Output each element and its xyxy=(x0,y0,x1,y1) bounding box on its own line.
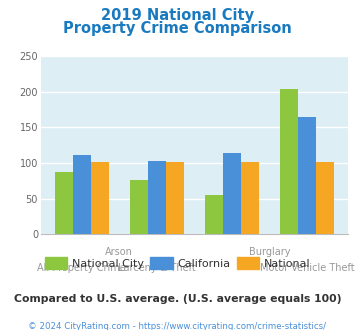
Bar xyxy=(148,161,166,234)
Bar xyxy=(205,195,223,234)
Text: 2019 National City: 2019 National City xyxy=(101,8,254,23)
Text: © 2024 CityRating.com - https://www.cityrating.com/crime-statistics/: © 2024 CityRating.com - https://www.city… xyxy=(28,322,327,330)
Bar xyxy=(298,117,316,234)
Text: Compared to U.S. average. (U.S. average equals 100): Compared to U.S. average. (U.S. average … xyxy=(14,294,341,304)
Bar xyxy=(241,162,259,234)
Text: Arson: Arson xyxy=(105,247,133,257)
Bar xyxy=(166,162,184,234)
Bar xyxy=(55,172,73,234)
Bar xyxy=(130,180,148,234)
Bar xyxy=(280,89,298,234)
Text: Larceny & Theft: Larceny & Theft xyxy=(118,263,196,273)
Text: All Property Crime: All Property Crime xyxy=(37,263,126,273)
Bar xyxy=(316,162,334,234)
Legend: National City, California, National: National City, California, National xyxy=(40,253,315,273)
Text: Motor Vehicle Theft: Motor Vehicle Theft xyxy=(260,263,354,273)
Bar xyxy=(91,162,109,234)
Bar xyxy=(223,153,241,234)
Bar xyxy=(73,155,91,234)
Text: Property Crime Comparison: Property Crime Comparison xyxy=(63,21,292,36)
Text: Burglary: Burglary xyxy=(248,247,290,257)
